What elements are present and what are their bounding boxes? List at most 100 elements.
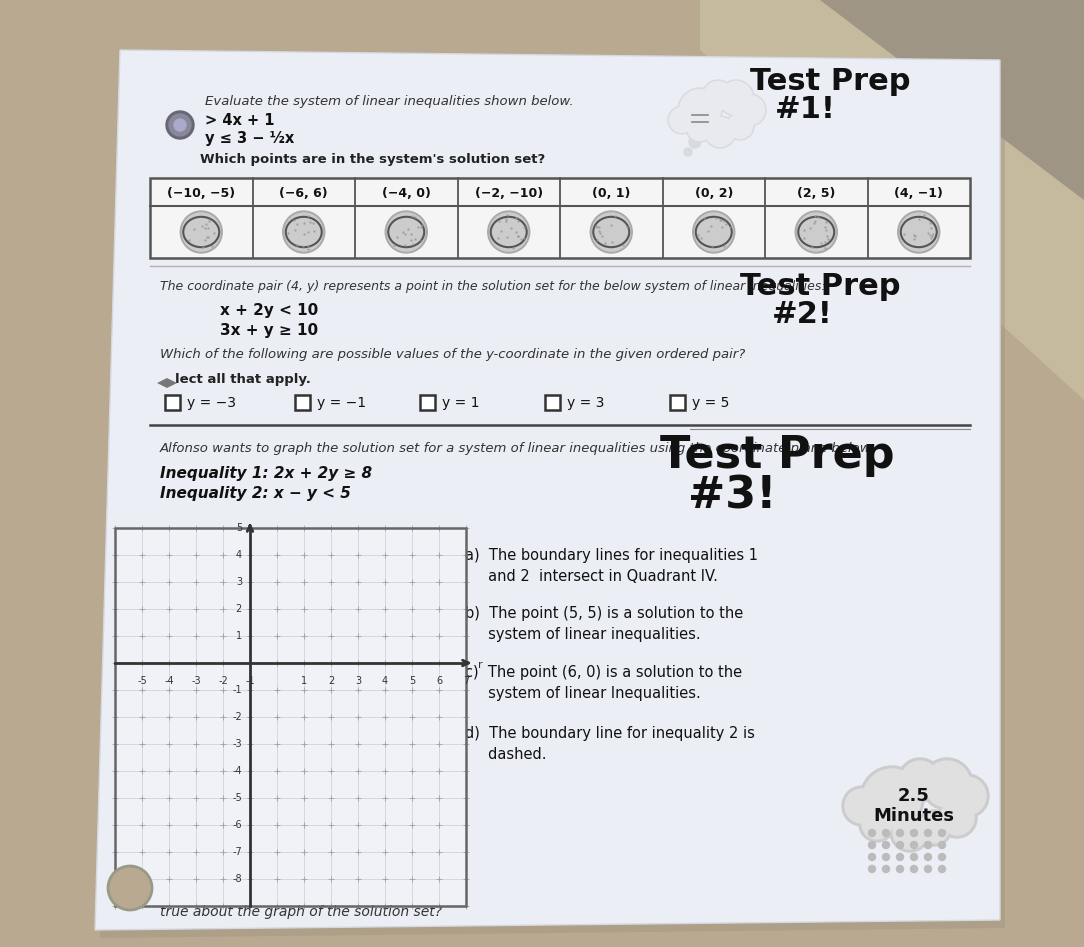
Text: -1: -1 (245, 676, 255, 686)
Circle shape (846, 789, 879, 823)
Circle shape (893, 815, 927, 849)
Circle shape (704, 81, 733, 111)
Circle shape (868, 853, 876, 861)
Text: #3!: #3! (688, 474, 776, 517)
Circle shape (166, 111, 194, 139)
Circle shape (680, 90, 721, 131)
Text: 5: 5 (235, 523, 242, 533)
Text: 1: 1 (301, 676, 307, 686)
Circle shape (868, 842, 876, 849)
Circle shape (726, 112, 754, 140)
Circle shape (921, 758, 973, 810)
Circle shape (882, 830, 890, 836)
Text: 2: 2 (235, 604, 242, 614)
Text: Test Prep: Test Prep (750, 67, 911, 96)
Bar (420, 395, 435, 410)
Text: #2!: #2! (772, 300, 833, 329)
Circle shape (925, 866, 931, 872)
Text: -8: -8 (232, 874, 242, 884)
Circle shape (924, 761, 970, 807)
Text: -6: -6 (232, 820, 242, 830)
Text: 3x + y ≥ 10: 3x + y ≥ 10 (220, 323, 318, 338)
Polygon shape (157, 378, 177, 388)
Text: -7: -7 (232, 847, 242, 857)
Text: -2: -2 (232, 712, 242, 722)
Text: a)  The boundary lines for inequalities 1
     and 2  intersect in Quadrant IV.: a) The boundary lines for inequalities 1… (465, 548, 758, 584)
Text: y = −1: y = −1 (317, 396, 366, 410)
Text: (0, 2): (0, 2) (695, 187, 733, 200)
Text: Which of the following are possible values of the y-coordinate in the given orde: Which of the following are possible valu… (160, 348, 746, 361)
Text: Test Prep: Test Prep (740, 272, 901, 301)
Circle shape (591, 211, 632, 253)
Text: b)  The point (5, 5) is a solution to the
     system of linear inequalities.: b) The point (5, 5) is a solution to the… (465, 606, 744, 642)
Polygon shape (820, 0, 1084, 200)
Text: -2: -2 (218, 676, 228, 686)
Text: (−2, −10): (−2, −10) (475, 187, 543, 200)
Text: lect all that apply.: lect all that apply. (175, 373, 311, 386)
Text: Test Prep: Test Prep (660, 434, 894, 477)
Circle shape (687, 116, 712, 140)
Circle shape (727, 114, 752, 138)
Circle shape (882, 842, 890, 849)
Polygon shape (95, 50, 1001, 930)
Text: y ≤ 3 − ½x: y ≤ 3 − ½x (205, 131, 294, 146)
Text: > 4x + 1: > 4x + 1 (205, 113, 274, 128)
Circle shape (896, 866, 903, 872)
Text: -4: -4 (164, 676, 173, 686)
Circle shape (890, 812, 930, 852)
Text: -3: -3 (191, 676, 201, 686)
Text: 6: 6 (436, 676, 442, 686)
Circle shape (283, 211, 325, 253)
Circle shape (925, 842, 931, 849)
Polygon shape (100, 58, 1005, 938)
Circle shape (896, 842, 903, 849)
Polygon shape (700, 0, 1084, 400)
Bar (295, 395, 310, 410)
Circle shape (896, 830, 903, 836)
Circle shape (387, 213, 425, 251)
Circle shape (689, 136, 701, 148)
Circle shape (385, 211, 427, 253)
Circle shape (937, 798, 977, 838)
Circle shape (693, 211, 735, 253)
Circle shape (720, 81, 752, 115)
Circle shape (939, 866, 945, 872)
Circle shape (898, 211, 940, 253)
Bar (165, 395, 180, 410)
Bar (115, 528, 466, 906)
Bar (670, 395, 685, 410)
Text: 4: 4 (382, 676, 388, 686)
Circle shape (898, 758, 942, 802)
Text: r: r (478, 660, 482, 670)
Circle shape (948, 777, 986, 815)
Text: 2.5
Minutes: 2.5 Minutes (874, 787, 955, 826)
Text: y = 1: y = 1 (442, 396, 479, 410)
Circle shape (686, 114, 714, 142)
Text: (0, 1): (0, 1) (592, 187, 631, 200)
Circle shape (868, 866, 876, 872)
Text: -3: -3 (232, 739, 242, 749)
Circle shape (842, 786, 882, 826)
Text: y = 5: y = 5 (692, 396, 730, 410)
Bar (545, 395, 560, 410)
Circle shape (939, 842, 945, 849)
Circle shape (859, 806, 895, 842)
Text: -4: -4 (232, 766, 242, 776)
Text: Evaluate the system of linear inequalities shown below.: Evaluate the system of linear inequaliti… (205, 95, 573, 108)
Circle shape (862, 809, 892, 839)
Circle shape (863, 769, 921, 827)
Text: Inequality 1: 2x + 2y ≥ 8: Inequality 1: 2x + 2y ≥ 8 (160, 466, 372, 481)
Text: 3: 3 (236, 577, 242, 587)
Text: 7: 7 (463, 676, 469, 686)
Circle shape (911, 866, 917, 872)
Circle shape (678, 88, 722, 132)
Text: (2, 5): (2, 5) (797, 187, 836, 200)
Circle shape (169, 114, 191, 136)
Circle shape (925, 830, 931, 836)
Text: #1!: #1! (775, 95, 836, 124)
Circle shape (911, 830, 917, 836)
Text: x + 2y < 10: x + 2y < 10 (220, 303, 319, 318)
Circle shape (488, 211, 530, 253)
Circle shape (695, 213, 733, 251)
Circle shape (916, 810, 952, 846)
